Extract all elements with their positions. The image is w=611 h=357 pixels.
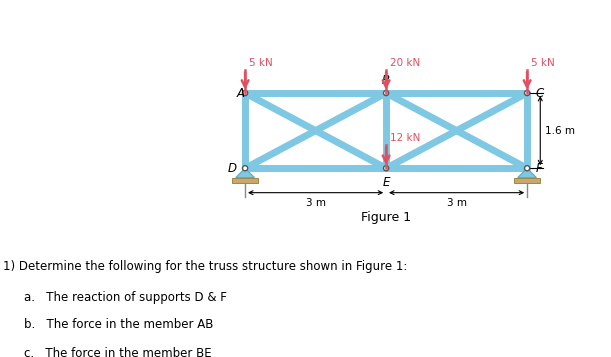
Text: 3 m: 3 m bbox=[306, 198, 326, 208]
Text: 3 m: 3 m bbox=[447, 198, 467, 208]
Text: b.   The force in the member AB: b. The force in the member AB bbox=[24, 318, 214, 331]
Text: c.   The force in the member BE: c. The force in the member BE bbox=[24, 347, 212, 357]
Text: F: F bbox=[536, 162, 543, 175]
Text: D: D bbox=[228, 162, 236, 175]
Text: E: E bbox=[382, 176, 390, 189]
Text: 1.6 m: 1.6 m bbox=[545, 126, 575, 136]
Text: 1) Determine the following for the truss structure shown in Figure 1:: 1) Determine the following for the truss… bbox=[3, 260, 408, 273]
Text: 5 kN: 5 kN bbox=[249, 57, 273, 68]
Text: Figure 1: Figure 1 bbox=[361, 211, 411, 223]
Circle shape bbox=[384, 90, 389, 96]
Circle shape bbox=[384, 166, 389, 171]
Polygon shape bbox=[236, 168, 255, 178]
Text: 20 kN: 20 kN bbox=[390, 57, 420, 68]
Bar bbox=[514, 178, 540, 183]
Text: C: C bbox=[536, 86, 544, 100]
Polygon shape bbox=[518, 168, 536, 178]
Text: A: A bbox=[236, 86, 244, 100]
Circle shape bbox=[243, 90, 247, 96]
Text: 12 kN: 12 kN bbox=[390, 133, 420, 143]
Text: a.   The reaction of supports D & F: a. The reaction of supports D & F bbox=[24, 291, 227, 304]
Circle shape bbox=[524, 90, 530, 96]
Circle shape bbox=[243, 166, 247, 171]
Circle shape bbox=[524, 166, 530, 171]
Text: 5 kN: 5 kN bbox=[531, 57, 555, 68]
Bar bbox=[232, 178, 258, 183]
Text: B: B bbox=[382, 74, 390, 87]
